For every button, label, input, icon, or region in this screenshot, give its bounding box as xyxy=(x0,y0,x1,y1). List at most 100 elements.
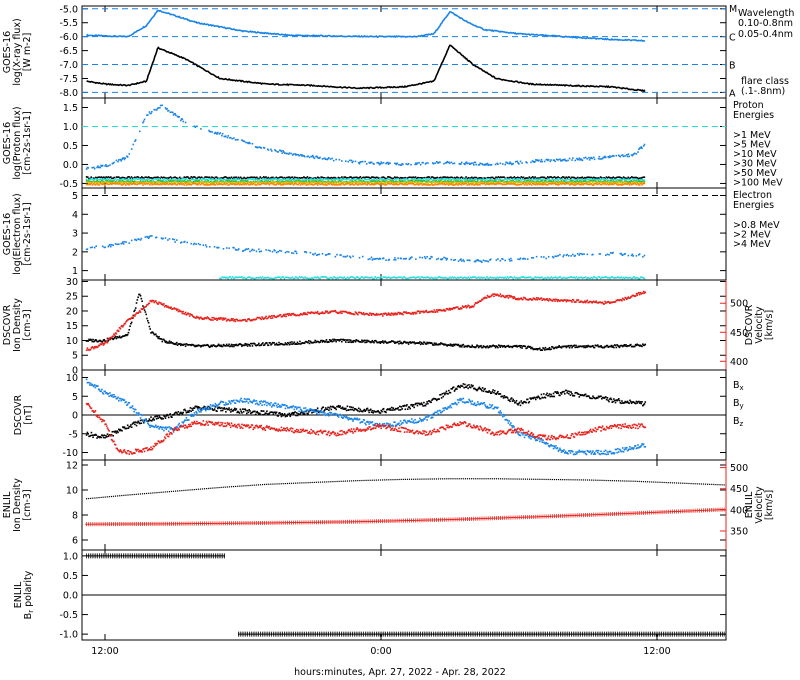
data-point xyxy=(483,297,486,300)
data-point xyxy=(444,310,446,312)
data-point xyxy=(228,319,230,321)
data-point xyxy=(450,277,452,279)
data-point xyxy=(518,181,520,184)
data-point xyxy=(464,180,466,183)
data-point xyxy=(331,184,334,186)
data-point xyxy=(265,176,267,178)
data-point xyxy=(284,179,287,181)
data-point xyxy=(614,276,617,279)
data-point xyxy=(424,310,427,312)
data-point xyxy=(259,176,262,178)
data-point xyxy=(179,242,182,244)
data-point xyxy=(252,342,255,345)
series-group xyxy=(85,290,647,352)
data-point xyxy=(559,181,562,183)
data-point xyxy=(180,179,182,181)
data-point xyxy=(421,177,424,179)
data-point xyxy=(588,183,590,186)
data-point xyxy=(130,183,133,186)
data-point xyxy=(157,178,159,181)
data-point xyxy=(512,181,515,183)
data-point xyxy=(295,252,298,255)
data-point xyxy=(599,253,601,255)
data-point xyxy=(483,345,486,348)
data-point xyxy=(448,180,450,183)
data-point xyxy=(423,177,426,180)
data-point xyxy=(538,183,541,186)
data-point xyxy=(618,176,620,178)
data-point xyxy=(164,181,166,184)
data-point xyxy=(254,318,256,321)
panel-frame xyxy=(81,5,727,99)
data-point xyxy=(224,179,227,182)
data-point xyxy=(159,178,161,181)
data-point xyxy=(305,180,308,182)
flare-level-label: A xyxy=(729,88,736,99)
data-point xyxy=(611,346,614,348)
data-point xyxy=(588,176,590,179)
data-point xyxy=(326,158,329,161)
data-point xyxy=(579,159,581,161)
data-point xyxy=(124,322,127,325)
data-point xyxy=(476,259,478,262)
data-point xyxy=(107,245,110,248)
series-group xyxy=(85,104,646,186)
data-point xyxy=(279,176,281,179)
data-point xyxy=(423,311,426,313)
data-point xyxy=(526,177,528,179)
data-point xyxy=(242,183,244,185)
data-point xyxy=(88,181,90,183)
data-point xyxy=(578,182,580,184)
data-point xyxy=(349,179,351,182)
data-point xyxy=(367,340,370,342)
data-point xyxy=(126,179,128,181)
data-point xyxy=(361,313,363,315)
y-tick-label: 30 xyxy=(66,277,78,288)
data-point xyxy=(100,164,102,167)
data-point xyxy=(427,311,429,314)
data-point xyxy=(236,344,238,347)
data-point xyxy=(114,243,117,245)
data-point xyxy=(565,182,567,185)
data-point xyxy=(341,338,344,341)
data-point xyxy=(165,177,167,179)
data-point xyxy=(325,311,328,313)
data-point xyxy=(543,299,546,301)
data-point xyxy=(365,312,368,315)
data-point xyxy=(473,181,475,183)
data-point xyxy=(580,180,582,183)
data-point xyxy=(460,307,463,310)
data-point xyxy=(442,181,444,184)
data-point xyxy=(549,182,551,185)
data-point xyxy=(452,162,454,165)
data-point xyxy=(591,157,593,160)
data-point xyxy=(251,345,254,347)
data-point xyxy=(183,181,186,184)
data-point xyxy=(303,251,306,253)
data-point xyxy=(557,254,560,257)
data-point xyxy=(402,341,405,343)
data-point xyxy=(149,235,151,237)
data-point xyxy=(430,178,433,180)
data-point xyxy=(619,183,621,186)
data-point xyxy=(162,176,165,179)
data-point xyxy=(195,183,197,185)
data-point xyxy=(519,178,521,181)
data-point xyxy=(377,177,380,179)
data-point xyxy=(519,183,521,186)
data-point xyxy=(464,305,466,308)
data-point xyxy=(535,255,538,258)
data-point xyxy=(540,276,542,279)
data-point xyxy=(107,339,110,342)
data-point xyxy=(165,108,168,110)
data-point xyxy=(131,180,134,183)
data-point xyxy=(380,182,382,184)
data-point xyxy=(519,181,521,183)
data-point xyxy=(91,246,94,249)
data-point xyxy=(404,311,407,314)
data-point xyxy=(287,276,289,279)
data-point xyxy=(609,156,612,158)
data-point xyxy=(398,342,400,345)
data-point xyxy=(100,178,103,181)
data-point xyxy=(302,181,304,184)
